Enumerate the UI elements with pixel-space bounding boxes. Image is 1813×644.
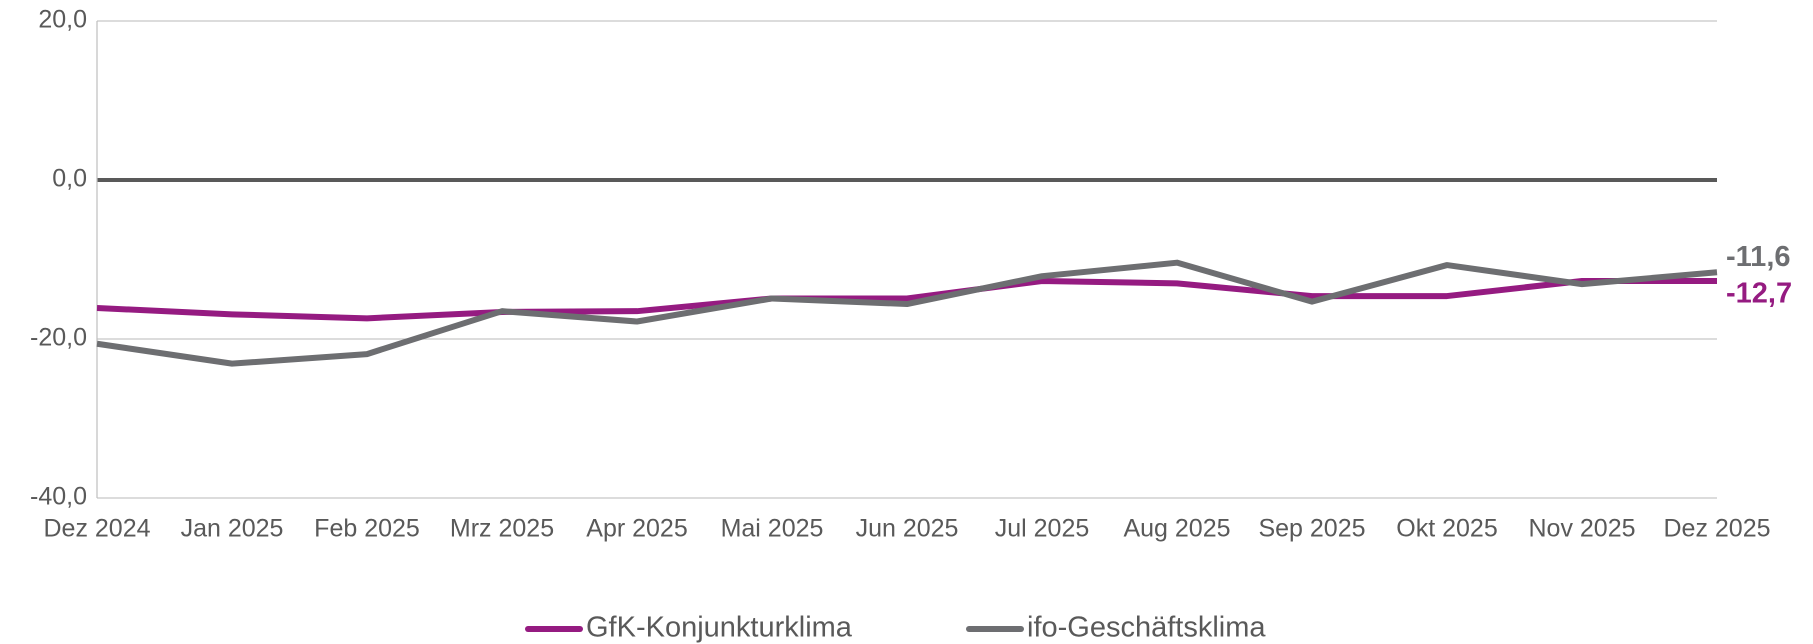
y-tick-label: 0,0 [52, 165, 87, 193]
y-tick-label: -20,0 [30, 324, 87, 352]
x-tick-label: Nov 2025 [1528, 515, 1635, 543]
x-tick-label: Apr 2025 [586, 515, 687, 543]
legend-label: ifo-Geschäftsklima [1027, 612, 1266, 644]
x-tick-label: Aug 2025 [1123, 515, 1230, 543]
series-line [96, 259, 1718, 367]
x-tick-label: Jul 2025 [995, 515, 1090, 543]
y-tick-label: -40,0 [30, 483, 87, 511]
x-tick-label: Mai 2025 [721, 515, 824, 543]
x-tick-label: Jan 2025 [181, 515, 284, 543]
value-label: -12,7 [1726, 278, 1792, 310]
y-tick-label: 20,0 [38, 6, 87, 34]
x-tick-label: Sep 2025 [1258, 515, 1365, 543]
x-tick-label: Dez 2025 [1663, 515, 1770, 543]
x-tick-label: Jun 2025 [856, 515, 959, 543]
x-tick-label: Feb 2025 [314, 515, 420, 543]
series-line [96, 277, 1717, 322]
legend-label: GfK-Konjunkturklima [586, 612, 853, 644]
value-label: -11,6 [1726, 241, 1791, 273]
x-tick-label: Mrz 2025 [450, 515, 554, 543]
x-tick-label: Dez 2024 [43, 515, 150, 543]
x-tick-label: Okt 2025 [1396, 515, 1497, 543]
